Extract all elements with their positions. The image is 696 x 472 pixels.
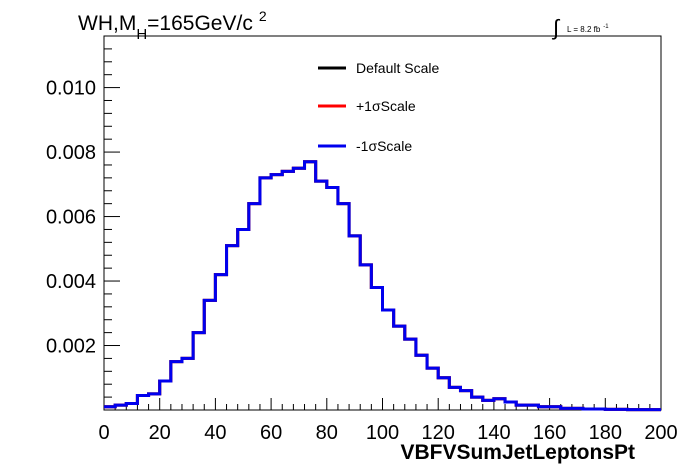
series-line-2: [104, 160, 661, 412]
x-tick-label: 120: [422, 422, 455, 444]
legend: Default Scale +1σScale -1σScale: [318, 60, 439, 154]
lumi-superscript: -1: [603, 24, 609, 30]
x-tick-label: 20: [149, 422, 171, 444]
y-tick-label: 0.008: [46, 142, 96, 164]
title-main: WH,M: [78, 12, 136, 35]
lumi-label: L = 8.2 fb -1: [567, 24, 609, 34]
x-tick-label: 200: [644, 422, 677, 444]
legend-label: Default Scale: [356, 60, 439, 76]
x-axis-title: VBFVSumJetLeptonsPt: [400, 441, 635, 464]
y-tick-label: 0.004: [46, 271, 96, 293]
y-tick-label: 0.002: [46, 336, 96, 358]
chart-title: WH,MH=165GeV/c 2: [78, 8, 267, 43]
legend-label: -1σScale: [356, 138, 412, 154]
y-tick-label: 0.006: [46, 207, 96, 229]
x-tick-label: 140: [477, 422, 510, 444]
title-rest: =165GeV/c: [147, 12, 253, 35]
legend-label: +1σScale: [356, 98, 416, 114]
x-tick-label: 160: [533, 422, 566, 444]
x-tick-label: 180: [589, 422, 622, 444]
plot-frame: [103, 35, 662, 411]
title-superscript: 2: [259, 8, 267, 24]
series-layer: [104, 160, 661, 412]
x-tick-label: 60: [260, 422, 282, 444]
series-line-3: [104, 160, 661, 412]
series-line-1: [104, 160, 661, 412]
x-tick-label: 0: [98, 422, 109, 444]
x-tick-label: 80: [316, 422, 338, 444]
y-tick-label: 0.010: [46, 78, 96, 100]
axes-group: 0 20 40 60 80 100 120 140 160 180 200 0.002 0.004 0.0…: [46, 48, 678, 444]
title-subscript: H: [136, 26, 147, 43]
x-tick-label: 40: [204, 422, 226, 444]
x-tick-label: 100: [366, 422, 399, 444]
lumi-text: L = 8.2 fb: [567, 25, 601, 34]
lumi-integral-sign: ∫: [551, 15, 561, 40]
